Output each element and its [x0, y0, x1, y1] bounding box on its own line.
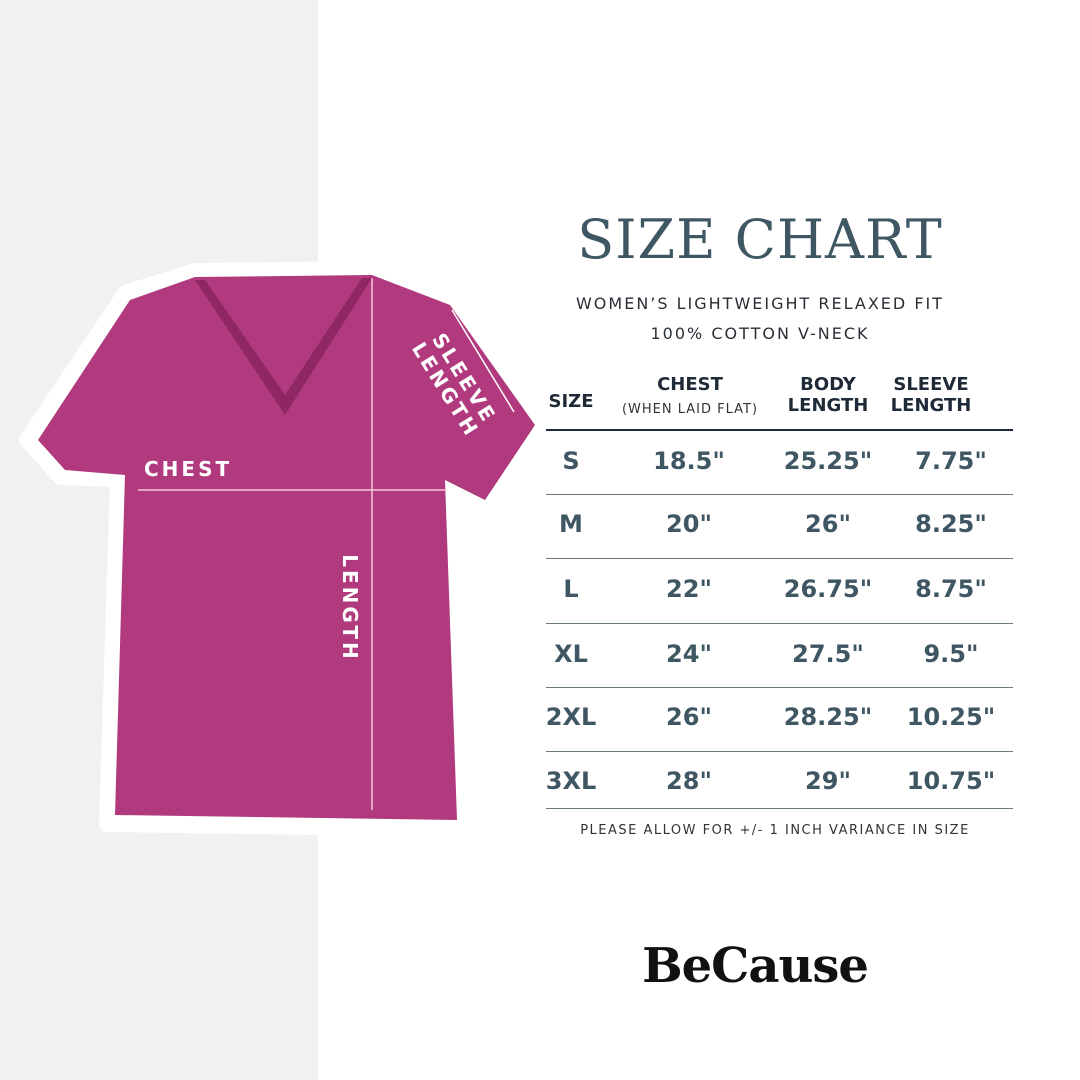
header-chest-label: CHEST [657, 374, 723, 395]
body-length-cell: 25.25" [783, 447, 873, 475]
header-chest: CHEST (WHEN LAID FLAT) [610, 374, 770, 420]
variance-note: PLEASE ALLOW FOR +/- 1 INCH VARIANCE IN … [580, 823, 970, 838]
page-title: SIZE CHART [577, 208, 943, 271]
size-cell: L [563, 575, 579, 603]
chest-cell: 22" [666, 575, 712, 603]
sleeve-length-cell: 10.75" [906, 767, 996, 795]
size-cell: M [559, 510, 583, 538]
row-divider [546, 494, 1013, 495]
row-divider [546, 808, 1013, 809]
header-sleeve-length: SLEEVE LENGTH [876, 374, 986, 416]
sleeve-length-cell: 10.25" [906, 703, 996, 731]
shirt-neck [195, 278, 372, 415]
body-length-cell: 27.5" [792, 640, 864, 668]
body-length-cell: 29" [805, 767, 851, 795]
header-sleeve-line1: SLEEVE [893, 374, 969, 395]
brand-logo: BeCause [642, 938, 869, 994]
chest-cell: 24" [666, 640, 712, 668]
body-length-cell: 28.25" [783, 703, 873, 731]
shirt-body [38, 275, 535, 820]
size-cell: XL [554, 640, 588, 668]
sleeve-length-cell: 7.75" [915, 447, 987, 475]
header-body-line1: BODY [800, 374, 856, 395]
size-cell: 3XL [545, 767, 597, 795]
header-body-length: BODY LENGTH [773, 374, 883, 416]
size-cell: S [562, 447, 580, 475]
row-divider [546, 558, 1013, 559]
sleeve-line [451, 309, 515, 413]
subtitle-line1: WOMEN’S LIGHTWEIGHT RELAXED FIT [575, 294, 945, 313]
sleeve-length-cell: 9.5" [923, 640, 979, 668]
row-divider [546, 623, 1013, 624]
length-label: LENGTH [338, 554, 362, 662]
row-divider [546, 751, 1013, 752]
chest-label: CHEST [144, 457, 233, 481]
header-divider [546, 429, 1013, 431]
sleeve-length-cell: 8.25" [915, 510, 987, 538]
chest-cell: 28" [666, 767, 712, 795]
header-sleeve-line2: LENGTH [890, 395, 972, 416]
header-size: SIZE [548, 391, 594, 412]
header-chest-note: (WHEN LAID FLAT) [621, 402, 759, 417]
subtitle-line2: 100% COTTON V-NECK [650, 324, 870, 343]
body-length-cell: 26" [805, 510, 851, 538]
tshirt-illustration [19, 261, 552, 837]
body-length-cell: 26.75" [783, 575, 873, 603]
size-cell: 2XL [545, 703, 597, 731]
chest-cell: 26" [666, 703, 712, 731]
header-body-line2: LENGTH [787, 395, 869, 416]
chest-cell: 20" [666, 510, 712, 538]
sleeve-length-cell: 8.75" [915, 575, 987, 603]
row-divider [546, 687, 1013, 688]
chest-cell: 18.5" [653, 447, 725, 475]
